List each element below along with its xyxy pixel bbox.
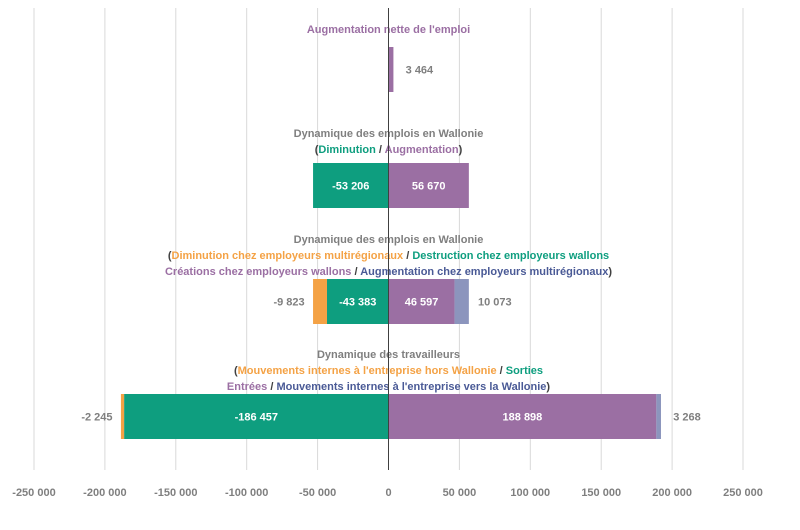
group-title-line: (Mouvements internes à l'entreprise hors… <box>234 365 543 377</box>
data-label: -43 383 <box>339 297 376 309</box>
bar-segment <box>388 163 469 208</box>
x-tick-label: 50 000 <box>443 487 477 499</box>
bar-segment <box>388 47 394 92</box>
gridlines <box>33 8 744 470</box>
data-labels: 3 464 -53 206 56 670 -9 823 -43 383 46 597 10 … <box>81 65 700 424</box>
x-tick-label: -150 000 <box>154 487 197 499</box>
x-tick-label: 0 <box>385 487 391 499</box>
data-label: -9 823 <box>273 297 304 309</box>
bar-segment <box>656 394 661 439</box>
data-label: -186 457 <box>235 412 278 424</box>
data-label: 46 597 <box>405 297 439 309</box>
x-tick-label: -250 000 <box>12 487 55 499</box>
x-tick-label: 100 000 <box>510 487 550 499</box>
group-titles: Augmentation nette de l'emploiDynamique … <box>165 24 612 393</box>
x-tick-label: -50 000 <box>299 487 336 499</box>
bar-segment <box>388 279 455 324</box>
x-tick-label: -200 000 <box>83 487 126 499</box>
bar-segment <box>313 279 327 324</box>
x-tick-label: 250 000 <box>723 487 763 499</box>
data-label: 3 268 <box>673 412 701 424</box>
data-label: -53 206 <box>332 181 369 193</box>
x-tick-label: -100 000 <box>225 487 268 499</box>
x-axis-ticks: -250 000 -200 000 -150 000 -100 000 -50 000 0… <box>12 487 763 499</box>
data-label: -2 245 <box>81 412 112 424</box>
group-title-line: Entrées / Mouvements internes à l'entrep… <box>227 381 551 393</box>
group-title-line: (Diminution / Augmentation) <box>315 144 463 156</box>
x-tick-label: 200 000 <box>652 487 692 499</box>
data-label: 3 464 <box>406 65 434 77</box>
bar-segment <box>124 394 389 439</box>
group-title-line: Créations chez employeurs wallons / Augm… <box>165 266 612 278</box>
bar-segment <box>326 279 389 324</box>
data-label: 10 073 <box>478 297 512 309</box>
bars <box>120 47 661 439</box>
data-label: 188 898 <box>503 412 543 424</box>
data-label: 56 670 <box>412 181 446 193</box>
bar-segment <box>313 163 389 208</box>
x-tick-label: 150 000 <box>581 487 621 499</box>
bar-segment <box>388 394 657 439</box>
bar-segment <box>120 394 125 439</box>
bar-segment <box>454 279 469 324</box>
group-title-line: (Diminution chez employeurs multirégiona… <box>168 250 609 262</box>
